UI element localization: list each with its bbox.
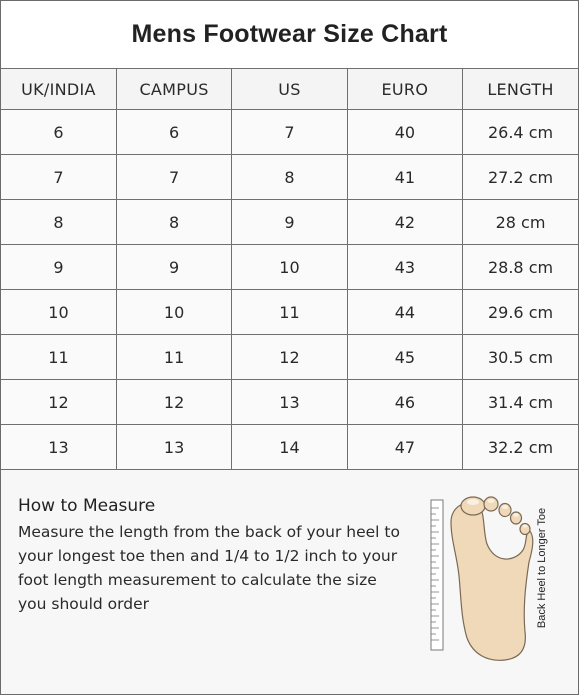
cell-euro: 42: [346, 199, 464, 245]
cell-length: 28.8 cm: [462, 244, 578, 290]
cell-euro: 46: [346, 379, 464, 425]
header-uk-india: UK/INDIA: [1, 68, 117, 110]
header-us: US: [231, 68, 348, 110]
cell-uk-india: 8: [1, 199, 117, 245]
diagram-label: Back Heel to Longer Toe: [536, 507, 549, 629]
cell-euro: 40: [346, 109, 464, 155]
table-row: 11 11 12 45 30.5 cm: [1, 334, 578, 380]
cell-euro: 43: [346, 244, 464, 290]
how-to-measure-section: How to Measure Measure the length from t…: [1, 470, 578, 694]
page-title: Mens Footwear Size Chart: [131, 20, 448, 48]
cell-campus: 6: [115, 109, 233, 155]
cell-euro: 47: [346, 424, 464, 470]
cell-euro: 41: [346, 154, 464, 200]
cell-us: 13: [231, 379, 348, 425]
cell-uk-india: 11: [1, 334, 117, 380]
table-row: 6 6 7 40 26.4 cm: [1, 109, 578, 155]
cell-us: 10: [231, 244, 348, 290]
cell-uk-india: 12: [1, 379, 117, 425]
cell-length: 32.2 cm: [462, 424, 578, 470]
cell-euro: 45: [346, 334, 464, 380]
header-campus: CAMPUS: [115, 68, 233, 110]
cell-uk-india: 10: [1, 289, 117, 335]
table-row: 10 10 11 44 29.6 cm: [1, 289, 578, 335]
cell-uk-india: 13: [1, 424, 117, 470]
cell-campus: 8: [115, 199, 233, 245]
cell-us: 12: [231, 334, 348, 380]
cell-uk-india: 9: [1, 244, 117, 290]
cell-length: 29.6 cm: [462, 289, 578, 335]
cell-campus: 9: [115, 244, 233, 290]
table-header-row: UK/INDIA CAMPUS US EURO LENGTH: [1, 68, 578, 110]
size-table: UK/INDIA CAMPUS US EURO LENGTH 6 6 7 40 …: [1, 68, 578, 470]
cell-uk-india: 6: [1, 109, 117, 155]
cell-campus: 10: [115, 289, 233, 335]
cell-us: 11: [231, 289, 348, 335]
cell-length: 27.2 cm: [462, 154, 578, 200]
cell-length: 28 cm: [462, 199, 578, 245]
cell-us: 9: [231, 199, 348, 245]
table-row: 8 8 9 42 28 cm: [1, 199, 578, 245]
cell-uk-india: 7: [1, 154, 117, 200]
cell-euro: 44: [346, 289, 464, 335]
measure-heading: How to Measure: [18, 496, 156, 516]
cell-length: 30.5 cm: [462, 334, 578, 380]
table-row: 12 12 13 46 31.4 cm: [1, 379, 578, 425]
cell-campus: 7: [115, 154, 233, 200]
table-row: 7 7 8 41 27.2 cm: [1, 154, 578, 200]
header-euro: EURO: [346, 68, 464, 110]
table-row: 13 13 14 47 32.2 cm: [1, 424, 578, 470]
title-bar: Mens Footwear Size Chart: [1, 1, 578, 68]
foot-with-ruler-icon: [430, 496, 534, 661]
header-length: LENGTH: [462, 68, 578, 110]
cell-length: 31.4 cm: [462, 379, 578, 425]
cell-length: 26.4 cm: [462, 109, 578, 155]
measure-instructions: Measure the length from the back of your…: [18, 523, 400, 613]
cell-campus: 13: [115, 424, 233, 470]
cell-us: 8: [231, 154, 348, 200]
cell-campus: 11: [115, 334, 233, 380]
cell-us: 14: [231, 424, 348, 470]
cell-campus: 12: [115, 379, 233, 425]
table-row: 9 9 10 43 28.8 cm: [1, 244, 578, 290]
cell-us: 7: [231, 109, 348, 155]
